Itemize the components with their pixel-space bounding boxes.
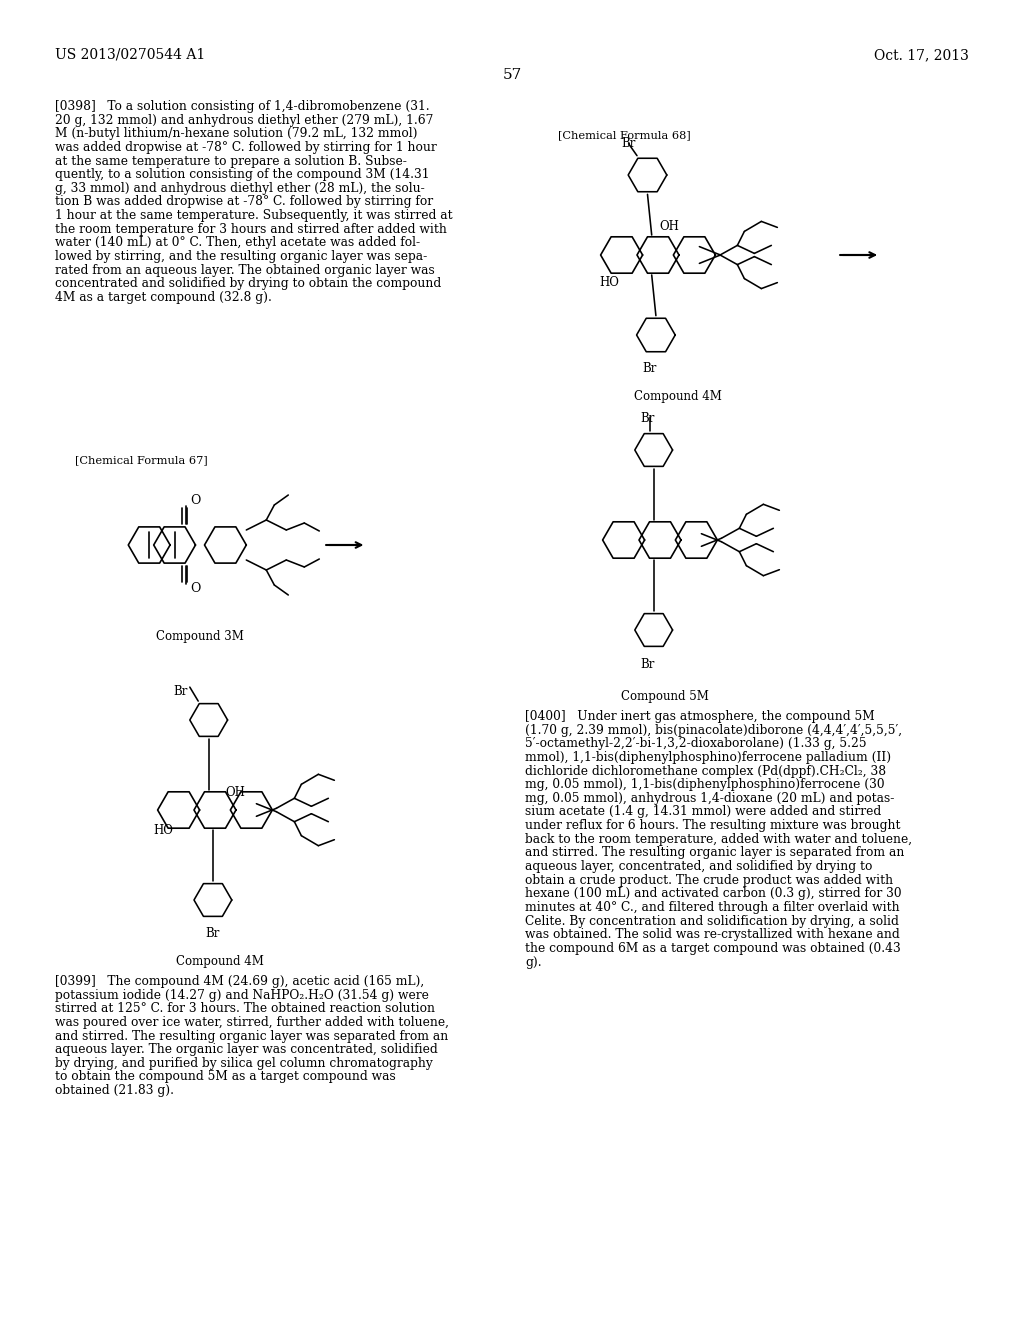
Text: stirred at 125° C. for 3 hours. The obtained reaction solution: stirred at 125° C. for 3 hours. The obta…: [55, 1002, 435, 1015]
Text: quently, to a solution consisting of the compound 3M (14.31: quently, to a solution consisting of the…: [55, 168, 429, 181]
Text: under reflux for 6 hours. The resulting mixture was brought: under reflux for 6 hours. The resulting …: [525, 820, 900, 832]
Text: water (140 mL) at 0° C. Then, ethyl acetate was added fol-: water (140 mL) at 0° C. Then, ethyl acet…: [55, 236, 420, 249]
Text: concentrated and solidified by drying to obtain the compound: concentrated and solidified by drying to…: [55, 277, 441, 290]
Text: mg, 0.05 mmol), 1,1-bis(diphenylphosphino)ferrocene (30: mg, 0.05 mmol), 1,1-bis(diphenylphosphin…: [525, 779, 885, 791]
Text: HO: HO: [154, 824, 173, 837]
Text: 57: 57: [503, 69, 521, 82]
Text: O: O: [190, 582, 201, 594]
Text: Compound 4M: Compound 4M: [176, 954, 264, 968]
Text: by drying, and purified by silica gel column chromatography: by drying, and purified by silica gel co…: [55, 1057, 433, 1069]
Text: 20 g, 132 mmol) and anhydrous diethyl ether (279 mL), 1.67: 20 g, 132 mmol) and anhydrous diethyl et…: [55, 114, 433, 127]
Text: Br: Br: [173, 685, 187, 698]
Text: mg, 0.05 mmol), anhydrous 1,4-dioxane (20 mL) and potas-: mg, 0.05 mmol), anhydrous 1,4-dioxane (2…: [525, 792, 894, 805]
Text: rated from an aqueous layer. The obtained organic layer was: rated from an aqueous layer. The obtaine…: [55, 264, 435, 277]
Text: and stirred. The resulting organic layer was separated from an: and stirred. The resulting organic layer…: [55, 1030, 449, 1043]
Text: the room temperature for 3 hours and stirred after added with: the room temperature for 3 hours and sti…: [55, 223, 446, 236]
Text: Compound 4M: Compound 4M: [634, 389, 722, 403]
Text: [0399]   The compound 4M (24.69 g), acetic acid (165 mL),: [0399] The compound 4M (24.69 g), acetic…: [55, 975, 424, 987]
Text: 5′-octamethyl-2,2′-bi-1,3,2-dioxaborolane) (1.33 g, 5.25: 5′-octamethyl-2,2′-bi-1,3,2-dioxaborolan…: [525, 738, 866, 750]
Text: potassium iodide (14.27 g) and NaHPO₂.H₂O (31.54 g) were: potassium iodide (14.27 g) and NaHPO₂.H₂…: [55, 989, 429, 1002]
Text: dichloride dichloromethane complex (Pd(dppf).CH₂Cl₂, 38: dichloride dichloromethane complex (Pd(d…: [525, 764, 886, 777]
Text: Oct. 17, 2013: Oct. 17, 2013: [874, 48, 969, 62]
Text: mmol), 1,1-bis(diphenylphosphino)ferrocene palladium (II): mmol), 1,1-bis(diphenylphosphino)ferroce…: [525, 751, 891, 764]
Text: OH: OH: [659, 220, 680, 234]
Text: OH: OH: [225, 785, 245, 799]
Text: O: O: [190, 494, 201, 507]
Text: obtain a crude product. The crude product was added with: obtain a crude product. The crude produc…: [525, 874, 893, 887]
Text: hexane (100 mL) and activated carbon (0.3 g), stirred for 30: hexane (100 mL) and activated carbon (0.…: [525, 887, 901, 900]
Text: aqueous layer. The organic layer was concentrated, solidified: aqueous layer. The organic layer was con…: [55, 1043, 437, 1056]
Text: at the same temperature to prepare a solution B. Subse-: at the same temperature to prepare a sol…: [55, 154, 407, 168]
Text: [Chemical Formula 68]: [Chemical Formula 68]: [558, 129, 691, 140]
Text: back to the room temperature, added with water and toluene,: back to the room temperature, added with…: [525, 833, 912, 846]
Text: Celite. By concentration and solidification by drying, a solid: Celite. By concentration and solidificat…: [525, 915, 899, 928]
Text: [0398]   To a solution consisting of 1,4-dibromobenzene (31.: [0398] To a solution consisting of 1,4-d…: [55, 100, 430, 114]
Text: was poured over ice water, stirred, further added with toluene,: was poured over ice water, stirred, furt…: [55, 1016, 449, 1028]
Text: g, 33 mmol) and anhydrous diethyl ether (28 mL), the solu-: g, 33 mmol) and anhydrous diethyl ether …: [55, 182, 425, 195]
Text: 4M as a target compound (32.8 g).: 4M as a target compound (32.8 g).: [55, 290, 272, 304]
Text: minutes at 40° C., and filtered through a filter overlaid with: minutes at 40° C., and filtered through …: [525, 902, 900, 913]
Text: [Chemical Formula 67]: [Chemical Formula 67]: [75, 455, 208, 465]
Text: Br: Br: [642, 362, 656, 375]
Text: Br: Br: [640, 412, 654, 425]
Text: tion B was added dropwise at -78° C. followed by stirring for: tion B was added dropwise at -78° C. fol…: [55, 195, 433, 209]
Text: US 2013/0270544 A1: US 2013/0270544 A1: [55, 48, 205, 62]
Text: Br: Br: [206, 927, 220, 940]
Text: M (n-butyl lithium/n-hexane solution (79.2 mL, 132 mmol): M (n-butyl lithium/n-hexane solution (79…: [55, 127, 418, 140]
Text: g).: g).: [525, 956, 542, 969]
Text: (1.70 g, 2.39 mmol), bis(pinacolate)diborone (4,4,4′,4′,5,5,5′,: (1.70 g, 2.39 mmol), bis(pinacolate)dibo…: [525, 723, 902, 737]
Text: to obtain the compound 5M as a target compound was: to obtain the compound 5M as a target co…: [55, 1071, 395, 1084]
Text: aqueous layer, concentrated, and solidified by drying to: aqueous layer, concentrated, and solidif…: [525, 861, 872, 873]
Text: Compound 5M: Compound 5M: [622, 690, 709, 704]
Text: was added dropwise at -78° C. followed by stirring for 1 hour: was added dropwise at -78° C. followed b…: [55, 141, 437, 154]
Text: [0400]   Under inert gas atmosphere, the compound 5M: [0400] Under inert gas atmosphere, the c…: [525, 710, 874, 723]
Text: Br: Br: [640, 657, 654, 671]
Text: lowed by stirring, and the resulting organic layer was sepa-: lowed by stirring, and the resulting org…: [55, 249, 427, 263]
Text: Compound 3M: Compound 3M: [156, 630, 244, 643]
Text: the compound 6M as a target compound was obtained (0.43: the compound 6M as a target compound was…: [525, 942, 901, 954]
Text: and stirred. The resulting organic layer is separated from an: and stirred. The resulting organic layer…: [525, 846, 904, 859]
Text: Br: Br: [622, 137, 636, 150]
Text: sium acetate (1.4 g, 14.31 mmol) were added and stirred: sium acetate (1.4 g, 14.31 mmol) were ad…: [525, 805, 882, 818]
Text: HO: HO: [600, 276, 620, 289]
Text: 1 hour at the same temperature. Subsequently, it was stirred at: 1 hour at the same temperature. Subseque…: [55, 209, 453, 222]
Text: obtained (21.83 g).: obtained (21.83 g).: [55, 1084, 174, 1097]
Text: was obtained. The solid was re-crystallized with hexane and: was obtained. The solid was re-crystalli…: [525, 928, 900, 941]
